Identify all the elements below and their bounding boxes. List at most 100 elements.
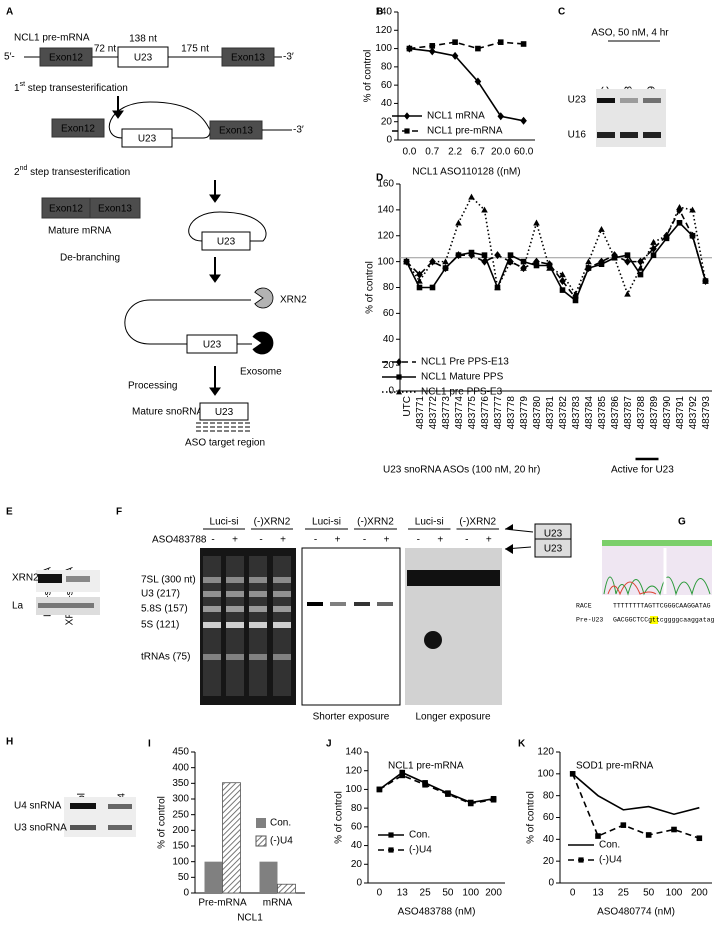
end-label: 5′- — [4, 52, 15, 63]
snorna-box — [199, 402, 249, 421]
exon-box — [89, 197, 141, 219]
product-label: U23 — [544, 529, 563, 540]
y-tick-label: 40 — [351, 840, 363, 851]
marker — [624, 252, 631, 258]
x-tick-label: 483774 — [454, 396, 465, 430]
y-tick-label: 200 — [172, 825, 189, 836]
panel-label: I — [148, 739, 151, 750]
snorna-box — [121, 128, 173, 148]
x-tick-label: 483793 — [701, 396, 712, 430]
legend-swatch — [256, 818, 266, 828]
marker — [474, 77, 482, 86]
snorna-label: U23 — [203, 340, 222, 351]
x-tick-label: 20.0 — [491, 147, 511, 158]
band — [38, 574, 62, 583]
sequence: GACGGCTCCgttcggggcaaggatag — [613, 617, 715, 624]
marker — [689, 232, 696, 239]
legend-label: (-)U4 — [409, 845, 432, 856]
y-tick-label: 400 — [172, 762, 189, 773]
diagram-title: NCL1 pre-mRNA — [14, 33, 90, 44]
marker — [520, 116, 527, 125]
band — [66, 576, 90, 582]
y-tick-label: 140 — [345, 747, 362, 758]
band — [354, 602, 370, 606]
marker — [637, 271, 644, 278]
smear — [226, 556, 244, 696]
band — [226, 654, 244, 660]
exon-box — [51, 118, 105, 138]
marker — [663, 232, 670, 239]
x-tick-label: 483786 — [610, 396, 621, 430]
y-tick-label: 40 — [381, 98, 393, 109]
x-tick-label: 483785 — [597, 396, 608, 430]
x-tick-label: 483771 — [415, 396, 426, 430]
end-label: -3′ — [293, 125, 304, 136]
sign-label: - — [363, 535, 366, 546]
panel-label: B — [376, 7, 383, 18]
sign-label: + — [232, 535, 238, 546]
band — [203, 606, 221, 612]
legend-marker — [396, 374, 402, 380]
legend-label: NCL1 pre PPS-E3 — [421, 387, 503, 398]
pointer-head — [505, 544, 513, 554]
exon-box — [39, 47, 93, 67]
y-tick-label: 250 — [172, 809, 189, 820]
y-tick-label: 100 — [345, 784, 362, 795]
sign-label: - — [211, 535, 214, 546]
spot — [424, 631, 442, 649]
y-tick-label: 100 — [172, 856, 189, 867]
caption: Mature snoRNA — [132, 407, 203, 418]
marker — [569, 771, 576, 777]
pointer-head — [505, 524, 513, 530]
band — [38, 603, 94, 608]
marker-label: 5.8S (157) — [141, 604, 188, 615]
marker — [399, 769, 406, 776]
exon-label: Exon12 — [49, 53, 83, 64]
group-label: (-)XRN2 — [357, 517, 394, 528]
marker — [481, 252, 488, 258]
chart-title: SOD1 pre-mRNA — [576, 761, 654, 772]
step-label: Processing — [128, 381, 177, 392]
step-sup: st — [20, 81, 26, 88]
y-tick-label: 120 — [537, 747, 554, 758]
marker — [611, 254, 618, 261]
y-tick-label: 0 — [386, 135, 392, 146]
exosome-icon — [252, 331, 274, 355]
x-tick-label: Pre-mRNA — [198, 898, 247, 909]
snorna-box — [201, 231, 251, 251]
bar — [277, 883, 296, 894]
arrow-head — [209, 274, 221, 283]
trace — [607, 581, 657, 596]
band — [108, 825, 132, 830]
enzyme-label: XRN2 — [280, 295, 307, 306]
marker — [533, 262, 540, 269]
marker — [598, 261, 605, 268]
y-tick-label: 20 — [543, 856, 555, 867]
panel-label: A — [6, 7, 13, 18]
marker — [429, 284, 436, 291]
marker — [442, 265, 449, 271]
marker — [399, 772, 406, 779]
band — [620, 98, 638, 103]
marker — [572, 290, 579, 297]
x-tick-label: 483773 — [441, 396, 452, 430]
marker — [533, 257, 540, 266]
band — [407, 570, 500, 586]
sign-label: + — [335, 535, 341, 546]
x-tick-label: 483791 — [675, 396, 686, 430]
x-tick-label: 200 — [485, 888, 502, 899]
y-tick-label: 60 — [351, 821, 363, 832]
x-tick-label: 0.7 — [425, 147, 439, 158]
marker — [429, 43, 436, 49]
y-tick-label: 40 — [543, 834, 555, 845]
x-axis-title: NCL1 — [237, 913, 263, 924]
marker — [455, 252, 462, 258]
bar — [222, 782, 241, 894]
legend-label: NCL1 pre-mRNA — [427, 126, 503, 137]
y-tick-label: 0 — [356, 878, 362, 889]
row-label: RACE — [576, 603, 592, 610]
y-tick-label: 120 — [345, 765, 362, 776]
row-label: Pre-U23 — [576, 617, 603, 624]
band — [226, 577, 244, 583]
rna-line — [124, 299, 251, 345]
